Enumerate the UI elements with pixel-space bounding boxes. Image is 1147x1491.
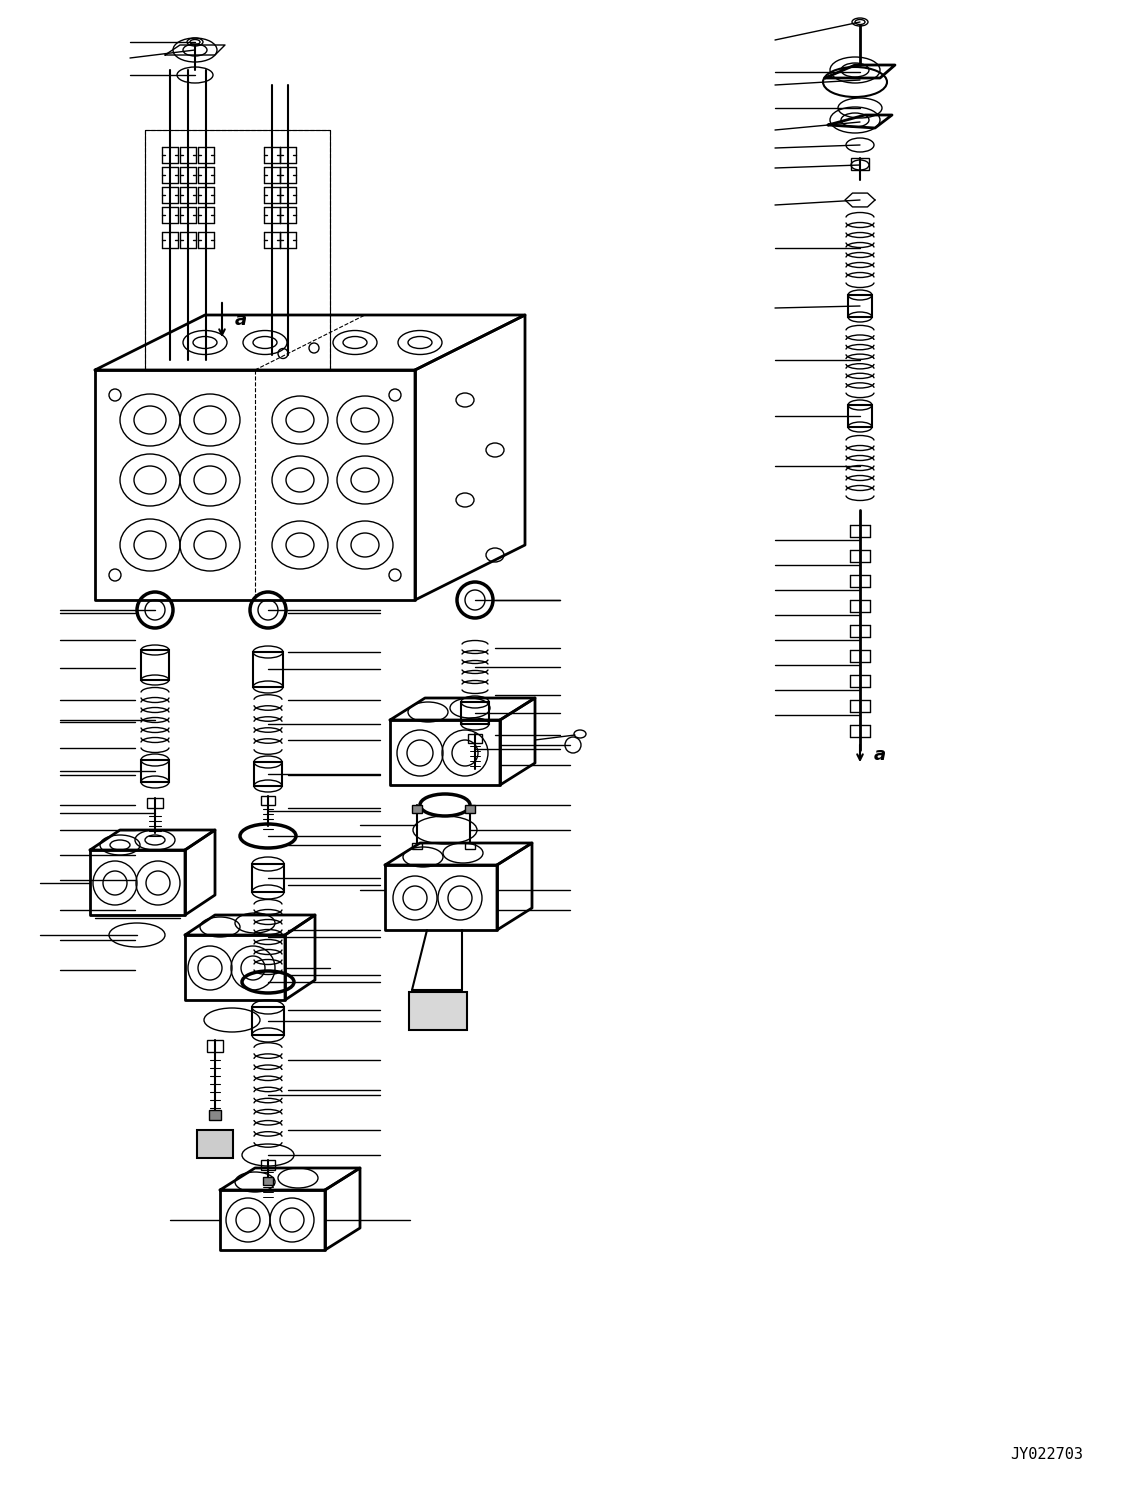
Bar [141, 650, 169, 680]
Bar [253, 652, 283, 687]
Bar [412, 842, 422, 848]
Bar [206, 1041, 223, 1053]
Bar [468, 734, 482, 743]
Bar [141, 760, 169, 781]
Text: JY022703: JY022703 [1011, 1446, 1083, 1463]
Bar [465, 842, 475, 848]
Bar [848, 406, 872, 426]
Bar [263, 1176, 273, 1185]
Bar [262, 796, 275, 805]
Bar [851, 158, 869, 170]
Bar [147, 798, 163, 808]
Bar [252, 1006, 284, 1035]
Bar [848, 295, 872, 318]
Bar [409, 992, 467, 1030]
Text: a: a [874, 746, 887, 763]
Bar [262, 1160, 275, 1170]
Bar [197, 1130, 233, 1159]
Bar [412, 805, 422, 813]
Bar [253, 762, 282, 786]
Bar [209, 1109, 221, 1120]
Bar [252, 863, 284, 892]
Text: a: a [235, 312, 247, 330]
Bar [461, 702, 489, 725]
Bar [465, 805, 475, 813]
